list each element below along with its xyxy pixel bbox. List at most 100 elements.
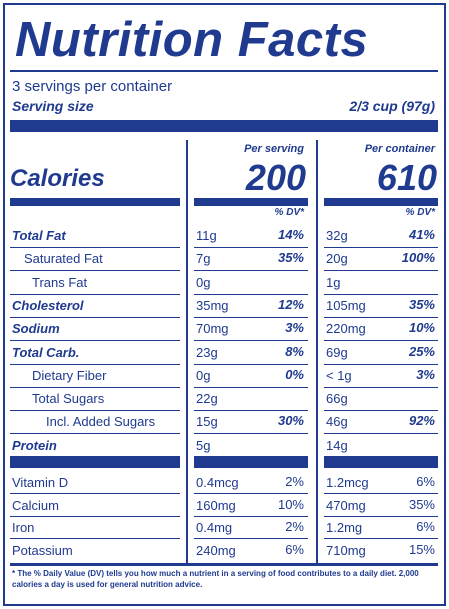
serving-amount: 0.4mcg	[196, 475, 239, 490]
container-amount: 1.2mg	[326, 520, 363, 535]
dv-header-serving: % DV*	[274, 207, 304, 218]
row-divider	[10, 270, 180, 272]
container-amount: 69g	[326, 344, 348, 360]
container-dv: 100%	[401, 250, 435, 266]
divider-thick-vit-col3	[324, 456, 438, 468]
row-divider	[10, 493, 180, 494]
container-dv: 6%	[416, 519, 435, 534]
row-divider	[194, 410, 308, 412]
row-divider	[324, 247, 438, 248]
divider-thick-col3	[324, 198, 438, 206]
nutrition-label: Nutrition Facts	[3, 3, 446, 606]
row-divider	[194, 433, 308, 435]
container-amount: 46g	[326, 414, 348, 430]
vitamin-name: Calcium	[12, 497, 59, 513]
row-divider	[10, 247, 180, 248]
serving-amount: 0.4mg	[196, 520, 233, 535]
label-title: Nutrition Facts	[15, 13, 369, 67]
nutrient-name: Total Fat	[12, 228, 66, 243]
container-dv: 15%	[408, 541, 435, 557]
row-divider	[324, 363, 438, 365]
container-amount: 32g	[326, 228, 348, 243]
container-dv: 35%	[408, 496, 435, 512]
nutrient-row: Total Carb. 23g 8% 69g 25%	[12, 342, 439, 365]
container-amount: 105mg	[326, 297, 366, 313]
vitamin-row: Vitamin D 0.4mcg 2% 1.2mcg 6%	[12, 472, 439, 495]
row-divider	[194, 538, 308, 539]
container-amount: 66g	[326, 391, 348, 407]
nutrient-name: Cholesterol	[12, 297, 84, 313]
divider-thin	[10, 70, 438, 72]
dv-header-container: % DV*	[405, 207, 435, 218]
row-divider	[324, 515, 438, 517]
row-divider	[324, 433, 438, 435]
servings-per-container: 3 servings per container	[12, 78, 173, 95]
row-divider	[324, 293, 438, 295]
serving-amount: 0g	[196, 367, 211, 383]
container-amount: 20g	[326, 251, 348, 267]
row-divider	[324, 340, 438, 342]
nutrient-name: Incl. Added Sugars	[46, 414, 156, 430]
nutrient-name: Saturated Fat	[24, 251, 103, 267]
serving-dv: 12%	[277, 296, 304, 312]
container-amount: 220mg	[326, 321, 366, 337]
serving-amount: 240mg	[196, 542, 236, 558]
container-dv: 41%	[408, 227, 435, 242]
container-amount: 1.2mcg	[326, 475, 369, 490]
serving-dv: 30%	[277, 413, 304, 429]
row-divider	[324, 538, 438, 539]
row-divider	[10, 433, 180, 435]
serving-amount: 70mg	[196, 321, 229, 337]
row-divider	[324, 316, 438, 318]
nutrient-name: Total Sugars	[32, 391, 105, 407]
row-divider	[10, 293, 180, 295]
divider-thick-col1	[10, 198, 180, 206]
container-amount: 14g	[326, 437, 348, 453]
serving-amount: 35mg	[196, 297, 229, 313]
container-amount: 710mg	[326, 542, 366, 558]
row-divider	[10, 538, 180, 539]
serving-amount: 11g	[196, 228, 217, 243]
row-divider	[324, 270, 438, 272]
row-divider	[324, 493, 438, 494]
container-amount: 1g	[326, 274, 341, 290]
nutrient-row: Saturated Fat 7g 35% 20g 100%	[12, 248, 439, 271]
serving-dv: 2%	[285, 474, 304, 489]
header-per-container: Per container	[364, 143, 435, 155]
calories-per-container: 610	[376, 157, 437, 198]
divider-thick-col2	[194, 198, 308, 206]
serving-amount: 22g	[196, 391, 218, 407]
nutrient-row: Dietary Fiber 0g 0% < 1g 3%	[12, 365, 439, 388]
vitamin-name: Iron	[12, 520, 35, 535]
serving-amount: 7g	[196, 251, 211, 267]
column-divider-right	[316, 140, 318, 565]
nutrient-row: Incl. Added Sugars 15g 30% 46g 92%	[12, 411, 439, 434]
serving-size-value: 2/3 cup (97g)	[349, 98, 435, 114]
nutrient-name: Sodium	[12, 321, 60, 337]
divider-thick-vit-col2	[194, 456, 308, 468]
container-dv: 35%	[408, 296, 435, 312]
container-dv: 3%	[416, 366, 435, 382]
divider-thick	[10, 120, 438, 132]
nutrient-row: Sodium 70mg 3% 220mg 10%	[12, 318, 439, 341]
nutrient-name: Trans Fat	[32, 274, 88, 290]
container-dv: 92%	[408, 413, 435, 429]
calories-label: Calories	[10, 165, 105, 192]
row-divider	[10, 515, 180, 517]
row-divider	[194, 293, 308, 295]
row-divider	[194, 515, 308, 517]
container-dv: 6%	[416, 474, 435, 489]
serving-size-label: Serving size	[12, 98, 94, 114]
nutrient-name: Protein	[12, 437, 57, 453]
container-dv: 10%	[408, 320, 435, 336]
row-divider	[194, 493, 308, 494]
serving-dv: 14%	[277, 227, 304, 242]
vitamin-name: Vitamin D	[12, 475, 69, 490]
nutrient-row: Total Fat 11g 14% 32g 41%	[12, 225, 439, 248]
vitamin-row: Calcium 160mg 10% 470mg 35%	[12, 495, 439, 518]
row-divider	[194, 270, 308, 272]
divider-footer	[10, 563, 438, 566]
serving-amount: 160mg	[196, 497, 236, 513]
footnote: * The % Daily Value (DV) tells you how m…	[12, 569, 419, 589]
row-divider	[10, 340, 180, 342]
